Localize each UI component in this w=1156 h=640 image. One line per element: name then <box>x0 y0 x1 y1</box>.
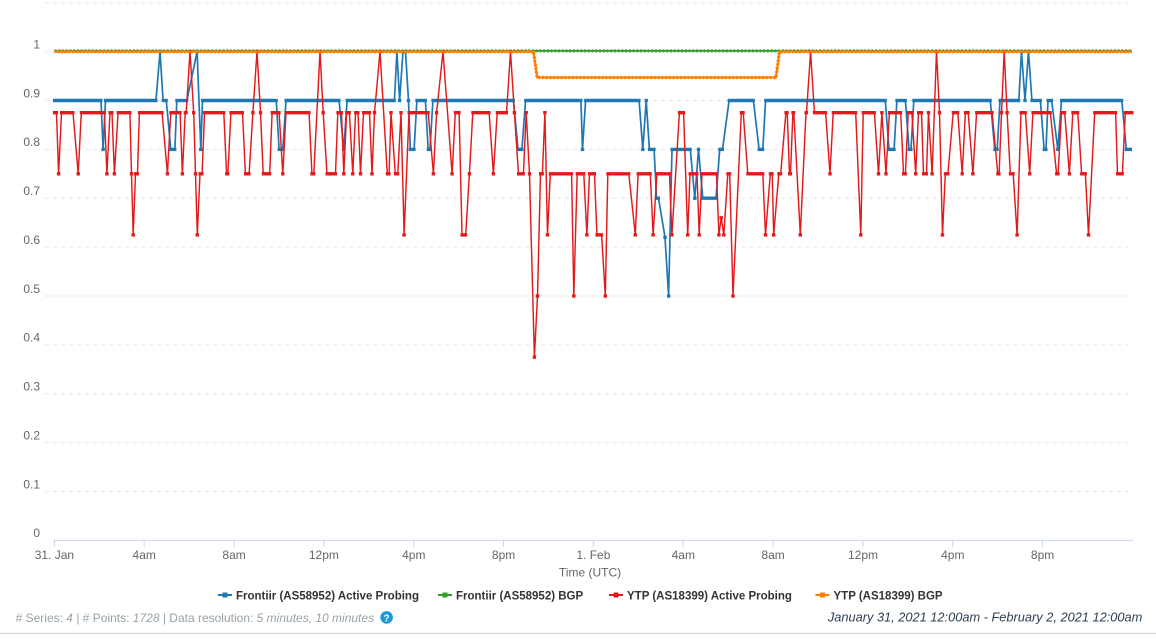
svg-text:0: 0 <box>33 526 40 540</box>
svg-text:YTP (AS18399) BGP: YTP (AS18399) BGP <box>834 591 943 603</box>
svg-text:Frontiir (AS58952) Active Prob: Frontiir (AS58952) Active Probing <box>236 591 419 603</box>
svg-text:0.8: 0.8 <box>23 135 40 149</box>
svg-text:0.7: 0.7 <box>23 184 40 198</box>
svg-text:0.5: 0.5 <box>23 282 40 296</box>
svg-text:0.1: 0.1 <box>23 477 40 491</box>
svg-text:Frontiir (AS58952) BGP: Frontiir (AS58952) BGP <box>456 591 583 603</box>
svg-text:Time (UTC): Time (UTC) <box>559 566 621 580</box>
svg-text:0.2: 0.2 <box>23 428 40 442</box>
svg-text:0.3: 0.3 <box>23 380 40 394</box>
svg-text:31. Jan: 31. Jan <box>35 548 74 562</box>
svg-text:0.9: 0.9 <box>23 86 40 100</box>
svg-text:YTP (AS18399) Active Probing: YTP (AS18399) Active Probing <box>627 591 792 603</box>
svg-text:12pm: 12pm <box>309 548 339 562</box>
svg-text:4pm: 4pm <box>402 548 425 562</box>
svg-text:1: 1 <box>33 37 40 51</box>
svg-text:# Series: 4 | # Points: 1728 |: # Series: 4 | # Points: 1728 | Data reso… <box>16 611 374 625</box>
svg-text:8am: 8am <box>761 548 784 562</box>
svg-text:1. Feb: 1. Feb <box>576 548 610 562</box>
svg-text:4am: 4am <box>133 548 156 562</box>
svg-text:8pm: 8pm <box>1031 548 1054 562</box>
svg-text:January 31, 2021 12:00am - Feb: January 31, 2021 12:00am - February 2, 2… <box>827 609 1143 624</box>
svg-text:4pm: 4pm <box>941 548 964 562</box>
svg-text:0.6: 0.6 <box>23 233 40 247</box>
svg-text:12pm: 12pm <box>848 548 878 562</box>
svg-text:4am: 4am <box>672 548 695 562</box>
svg-text:8pm: 8pm <box>492 548 515 562</box>
svg-text:0.4: 0.4 <box>23 331 40 345</box>
svg-text:8am: 8am <box>222 548 245 562</box>
svg-text:?: ? <box>384 614 390 625</box>
